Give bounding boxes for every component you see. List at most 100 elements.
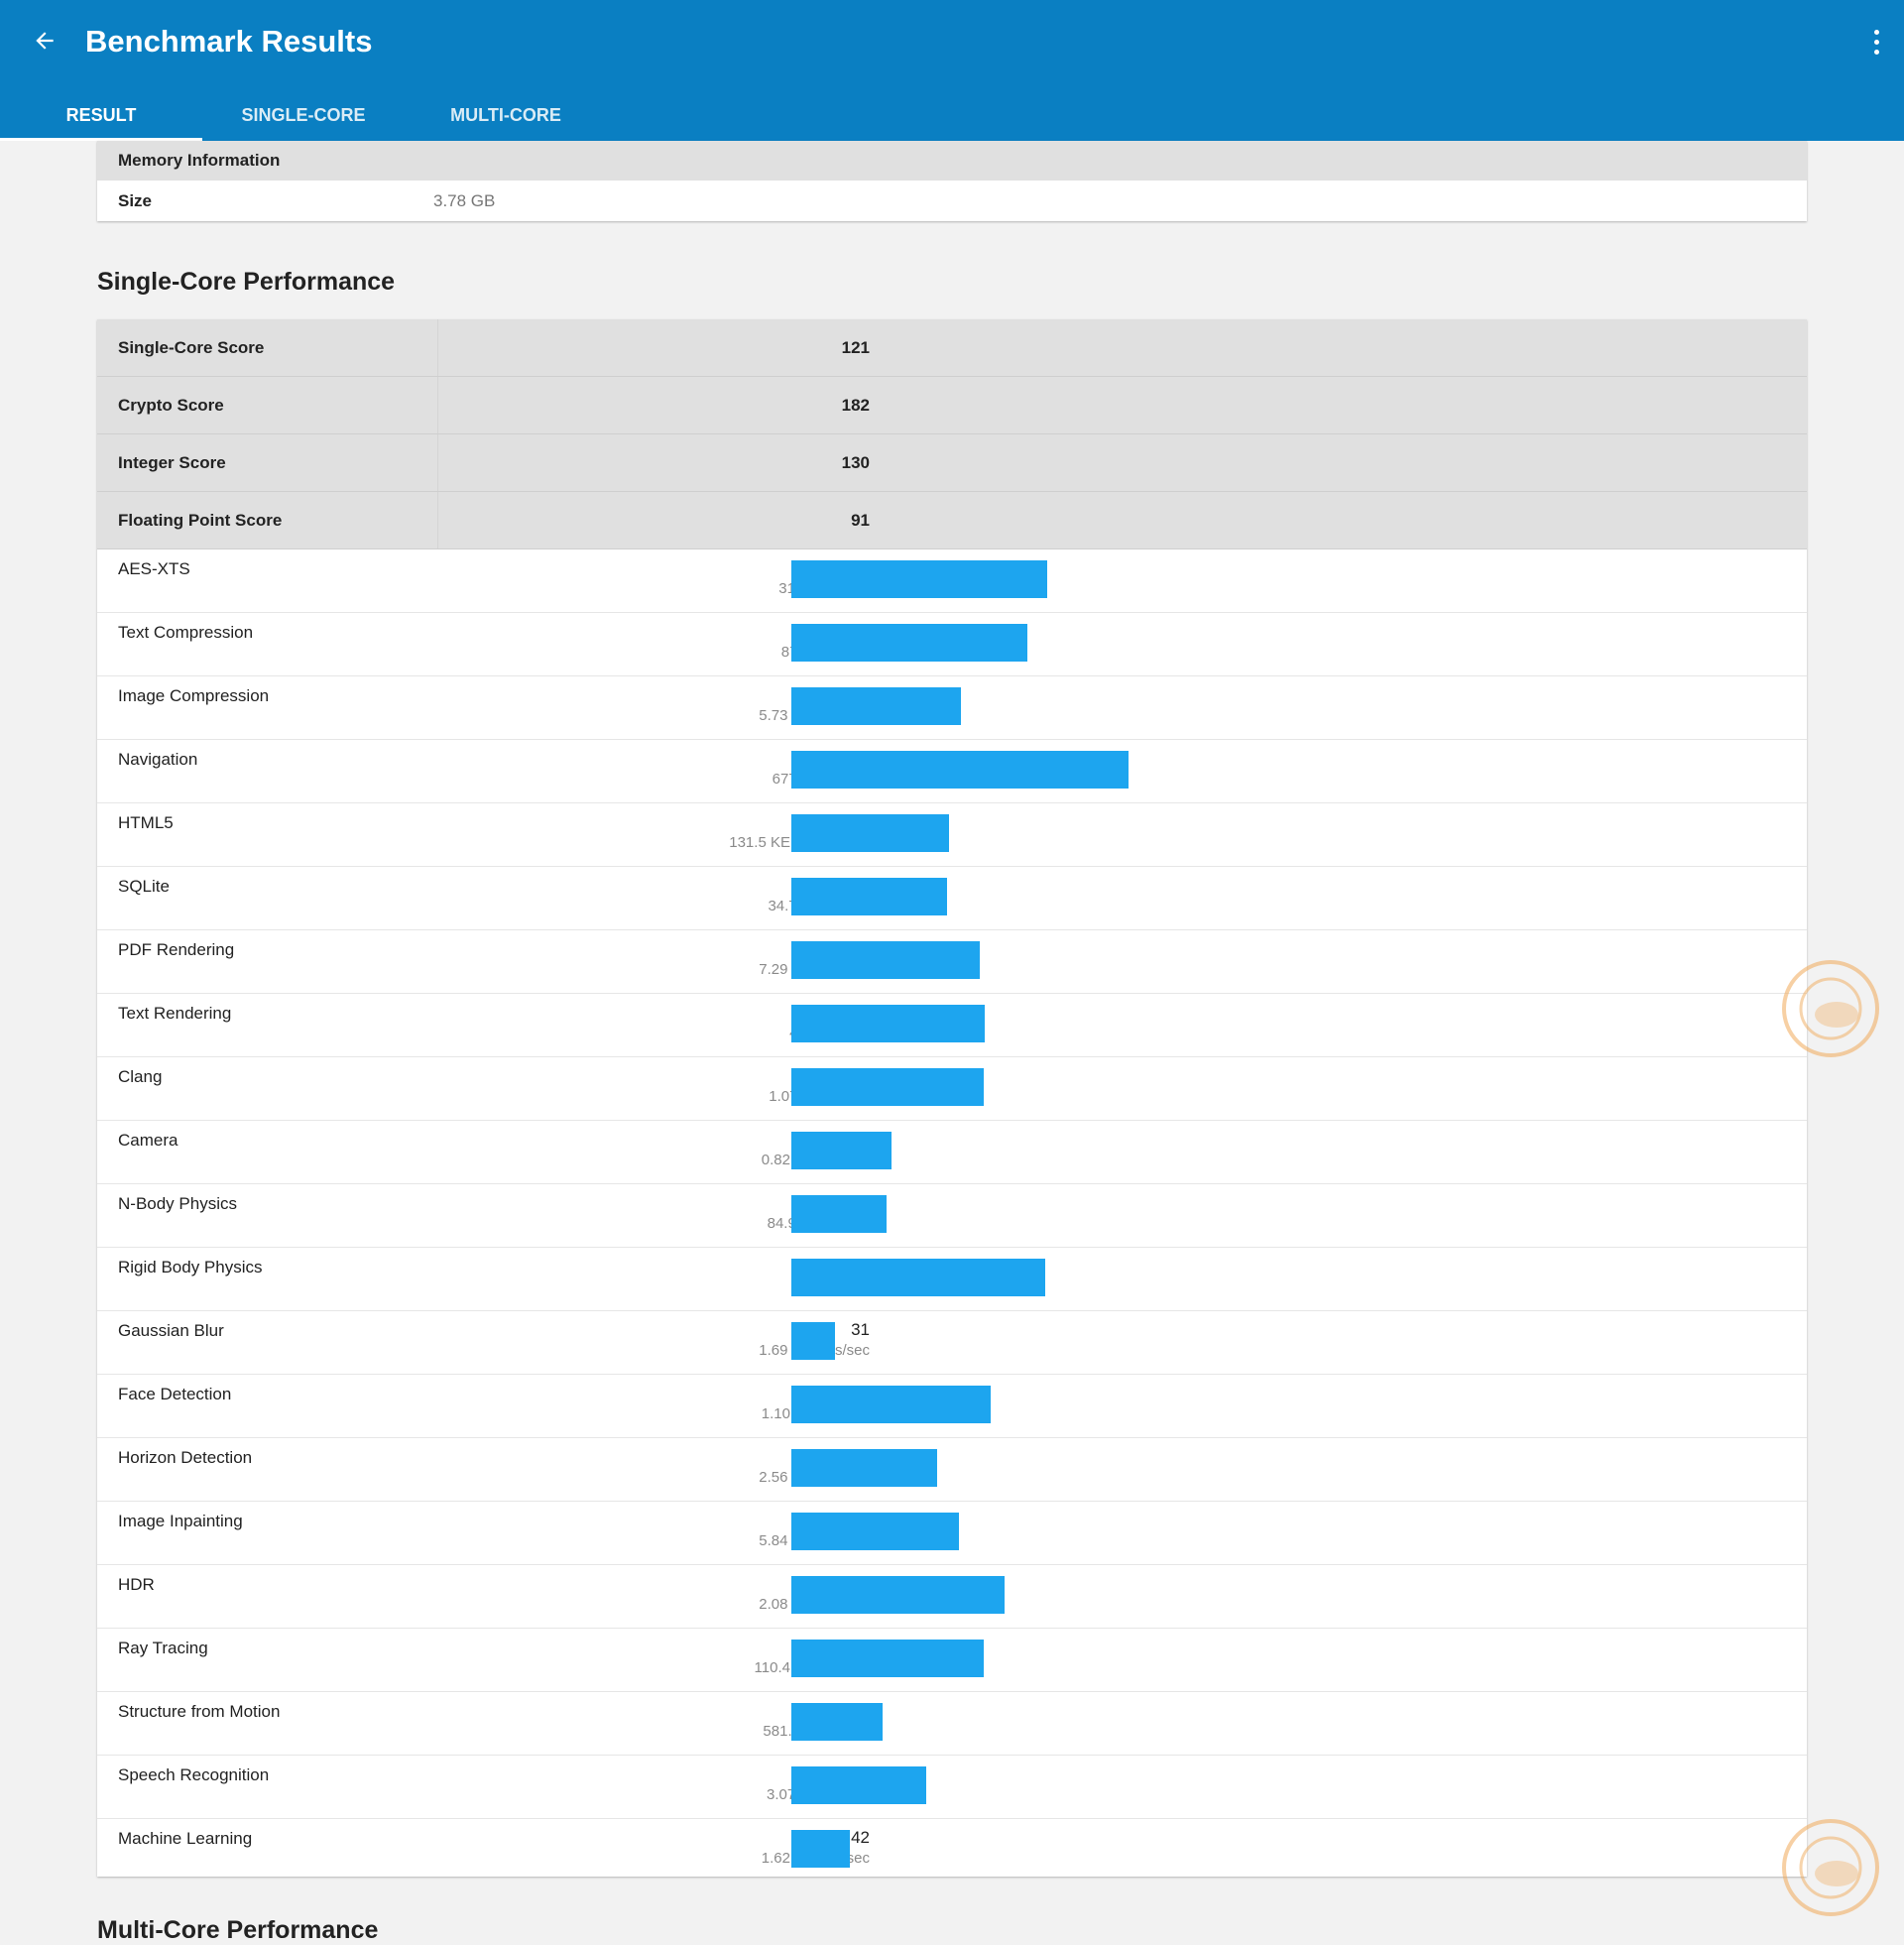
benchmark-score-bar xyxy=(791,1259,1045,1296)
memory-size-label: Size xyxy=(118,190,153,210)
benchmark-name: HTML5 xyxy=(118,813,174,832)
memory-information-header: Memory Information xyxy=(97,141,1807,181)
benchmark-score: 31 xyxy=(851,1320,870,1339)
benchmark-row[interactable]: N-Body Physics6884.9 Kpairs/sec xyxy=(97,1184,1807,1248)
dot-icon xyxy=(1873,49,1879,55)
benchmark-score-bar xyxy=(791,941,980,979)
app-bar: Benchmark Results RESULT SINGLE-CORE MUL… xyxy=(0,0,1904,141)
benchmark-name: AES-XTS xyxy=(118,559,190,578)
memory-information-card: Memory Information Size 3.78 GB xyxy=(97,141,1807,221)
benchmark-row[interactable]: SQLite11134.7 Krows/sec xyxy=(97,867,1807,930)
benchmark-row[interactable]: Clang1371.07 Klines/sec xyxy=(97,1057,1807,1121)
benchmark-name: Image Inpainting xyxy=(118,1512,243,1530)
score-label: Floating Point Score xyxy=(97,492,438,548)
benchmark-score-bar xyxy=(791,1513,959,1550)
score-summary: Single-Core Score 121 Crypto Score 182 Integ… xyxy=(97,319,1807,549)
benchmark-row[interactable]: Image Compression1215.73 Mpixels/sec xyxy=(97,676,1807,740)
benchmark-name: SQLite xyxy=(118,877,170,896)
benchmark-name: Clang xyxy=(118,1067,163,1086)
arrow-back-icon xyxy=(36,32,54,50)
benchmark-name: PDF Rendering xyxy=(118,940,235,959)
tab-multi-core[interactable]: MULTI-CORE xyxy=(450,104,561,125)
benchmark-name: Image Compression xyxy=(118,686,270,705)
benchmark-name: Machine Learning xyxy=(118,1829,253,1848)
score-value: 91 xyxy=(851,510,870,530)
score-row: Crypto Score 182 xyxy=(97,377,1807,434)
memory-size-row: Size 3.78 GB xyxy=(97,181,1807,221)
benchmark-name: Camera xyxy=(118,1131,178,1150)
benchmark-score-bar xyxy=(791,1703,883,1741)
benchmark-list: AES-XTS182317.3 MB/secText Compression16… xyxy=(97,549,1807,1882)
tab-single-core[interactable]: SINGLE-CORE xyxy=(241,104,366,125)
benchmark-score-bar xyxy=(791,1068,984,1106)
score-row: Single-Core Score 121 xyxy=(97,319,1807,377)
single-core-performance-card: Single-Core Score 121 Crypto Score 182 Integ… xyxy=(97,319,1807,1877)
benchmark-score-bar xyxy=(791,560,1047,598)
back-button[interactable] xyxy=(22,18,67,63)
benchmark-score-bar xyxy=(791,814,949,852)
benchmark-row[interactable]: AES-XTS182317.3 MB/sec xyxy=(97,549,1807,613)
benchmark-score-bar xyxy=(791,1766,926,1804)
benchmark-score-bar xyxy=(791,751,1129,789)
score-value: 130 xyxy=(841,452,870,472)
benchmark-score-bar xyxy=(791,624,1027,662)
benchmark-score-bar xyxy=(791,1005,985,1042)
benchmark-score-bar xyxy=(791,1576,1005,1614)
watermark-logo xyxy=(1782,960,1879,1057)
benchmark-name: Face Detection xyxy=(118,1385,232,1403)
benchmark-name: N-Body Physics xyxy=(118,1194,237,1213)
score-row: Integer Score 130 xyxy=(97,434,1807,492)
single-core-section-title: Single-Core Performance xyxy=(97,268,396,296)
benchmark-score-bar xyxy=(791,878,947,915)
benchmark-row[interactable]: PDF Rendering1347.29 Mpixels/sec xyxy=(97,930,1807,994)
benchmark-name: Horizon Detection xyxy=(118,1448,253,1467)
memory-size-value: 3.78 GB xyxy=(433,190,496,210)
benchmark-score-bar xyxy=(791,1640,984,1677)
score-label: Crypto Score xyxy=(97,377,438,433)
score-label: Integer Score xyxy=(97,434,438,491)
score-value: 121 xyxy=(841,337,870,357)
benchmark-name: Ray Tracing xyxy=(118,1639,208,1657)
benchmark-row[interactable]: Horizon Detection1042.56 Mpixels/sec xyxy=(97,1438,1807,1502)
benchmark-row[interactable]: Structure from Motion65581.2 pixels/sec xyxy=(97,1692,1807,1756)
page-title: Benchmark Results xyxy=(85,24,373,59)
benchmark-score-bar xyxy=(791,1830,850,1868)
benchmark-score-bar xyxy=(791,1132,892,1169)
benchmark-row[interactable]: Text Compression168870.1 KB/sec xyxy=(97,613,1807,676)
benchmark-row[interactable]: Ray Tracing137110.4 Kpixels/sec xyxy=(97,1629,1807,1692)
benchmark-name: HDR xyxy=(118,1575,155,1594)
benchmark-row[interactable]: Speech Recognition963.07 Words/sec xyxy=(97,1756,1807,1819)
dot-icon xyxy=(1873,39,1879,45)
benchmark-score: 42 xyxy=(851,1828,870,1847)
watermark-logo-icon xyxy=(1799,977,1862,1040)
benchmark-row[interactable]: Face Detection1421.10 images/sec xyxy=(97,1375,1807,1438)
more-options-button[interactable] xyxy=(1856,20,1896,63)
benchmark-row[interactable]: Text Rendering13844.0 KB/sec xyxy=(97,994,1807,1057)
benchmark-name: Rigid Body Physics xyxy=(118,1258,263,1276)
benchmark-name: Speech Recognition xyxy=(118,1765,270,1784)
benchmark-row[interactable]: HDR1522.08 Mpixels/sec xyxy=(97,1565,1807,1629)
benchmark-score-bar xyxy=(791,1195,887,1233)
benchmark-row[interactable]: HTML5112131.5 KElements/sec xyxy=(97,803,1807,867)
score-value: 182 xyxy=(841,395,870,415)
watermark-logo xyxy=(1782,1819,1879,1916)
benchmark-row[interactable]: Rigid Body Physics1811124.1 FPS xyxy=(97,1248,1807,1311)
benchmark-name: Structure from Motion xyxy=(118,1702,281,1721)
benchmark-score-bar xyxy=(791,687,961,725)
benchmark-row[interactable]: Image Inpainting1195.84 Mpixels/sec xyxy=(97,1502,1807,1565)
benchmark-name: Navigation xyxy=(118,750,198,769)
score-row: Floating Point Score 91 xyxy=(97,492,1807,549)
benchmark-score-bar xyxy=(791,1386,991,1423)
benchmark-score-bar xyxy=(791,1322,835,1360)
dot-icon xyxy=(1873,29,1879,35)
tab-indicator xyxy=(0,138,202,141)
benchmark-name: Text Compression xyxy=(118,623,254,642)
score-label: Single-Core Score xyxy=(97,319,438,376)
benchmark-score-bar xyxy=(791,1449,937,1487)
benchmark-row[interactable]: Navigation240677.4 KTE/sec xyxy=(97,740,1807,803)
tab-result[interactable]: RESULT xyxy=(65,104,137,125)
benchmark-name: Text Rendering xyxy=(118,1004,232,1023)
benchmark-row[interactable]: Camera710.82 images/sec xyxy=(97,1121,1807,1184)
